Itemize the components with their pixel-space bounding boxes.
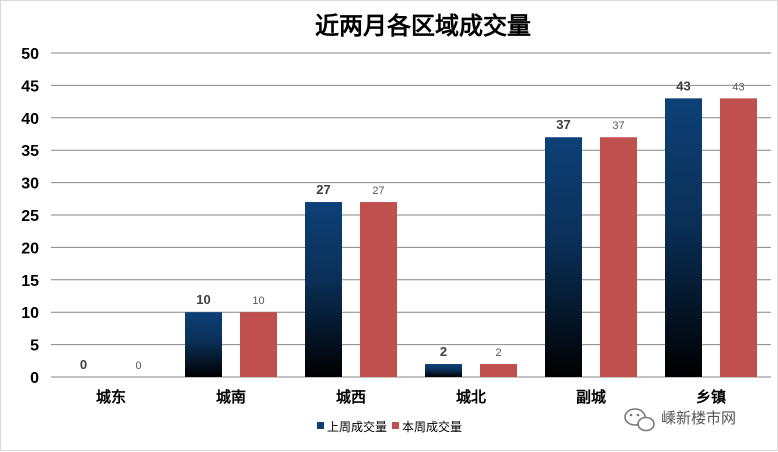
legend-label: 上周成交量: [327, 419, 387, 434]
data-label-last-week: 27: [316, 182, 330, 197]
x-tick-label: 城西: [336, 388, 366, 406]
data-labels: 0 0 10 10 27 27 2 2 37 37 43 43: [80, 78, 745, 372]
x-tick-label: 城南: [216, 388, 246, 406]
y-tick-label: 35: [21, 143, 39, 160]
x-axis: 城东 城南 城西 城北 副城 乡镇: [96, 388, 726, 406]
legend: 上周成交量 本周成交量: [317, 419, 462, 434]
bar-this-week: [480, 364, 517, 377]
bar-last-week: [425, 364, 462, 377]
x-tick-label: 副城: [576, 388, 606, 406]
legend-label: 本周成交量: [402, 419, 462, 434]
y-tick-label: 0: [30, 370, 39, 387]
y-tick-label: 40: [21, 111, 39, 128]
bar-this-week: [360, 202, 397, 377]
bar-this-week: [720, 98, 757, 378]
data-label-this-week: 0: [135, 360, 141, 372]
data-label-this-week: 37: [612, 120, 624, 132]
bar-this-week: [600, 137, 637, 377]
data-label-this-week: 43: [732, 81, 744, 93]
legend-swatch: [392, 422, 399, 429]
watermark: 嵊新楼市网: [624, 408, 736, 432]
gridlines: [51, 52, 771, 346]
bar-last-week: [665, 98, 702, 378]
wechat-icon: [624, 408, 655, 432]
data-label-last-week: 10: [196, 292, 210, 307]
chart-title: 近两月各区域成交量: [315, 12, 531, 40]
x-tick-label: 乡镇: [696, 388, 726, 406]
bar-last-week: [305, 202, 342, 377]
bar-last-week: [545, 137, 582, 377]
y-tick-label: 50: [21, 46, 39, 63]
y-tick-label: 45: [21, 78, 39, 95]
data-label-this-week: 10: [252, 295, 264, 307]
y-tick-label: 5: [30, 338, 39, 355]
data-label-last-week: 2: [440, 344, 447, 359]
data-label-this-week: 27: [372, 185, 384, 197]
x-tick-label: 城东: [96, 388, 126, 406]
bar-last-week: [185, 312, 222, 377]
watermark-text: 嵊新楼市网: [661, 409, 736, 427]
bar-this-week: [240, 312, 277, 377]
y-tick-label: 30: [21, 176, 39, 193]
data-label-last-week: 43: [676, 78, 690, 93]
data-label-this-week: 2: [495, 347, 501, 359]
data-label-last-week: 37: [556, 117, 570, 132]
legend-swatch: [317, 422, 324, 429]
x-tick-label: 城北: [456, 388, 486, 406]
y-tick-label: 15: [21, 273, 39, 290]
y-tick-label: 20: [21, 240, 39, 257]
data-label-last-week: 0: [80, 357, 87, 372]
y-tick-label: 10: [21, 305, 39, 322]
y-tick-label: 25: [21, 208, 39, 225]
bars: [185, 98, 757, 378]
